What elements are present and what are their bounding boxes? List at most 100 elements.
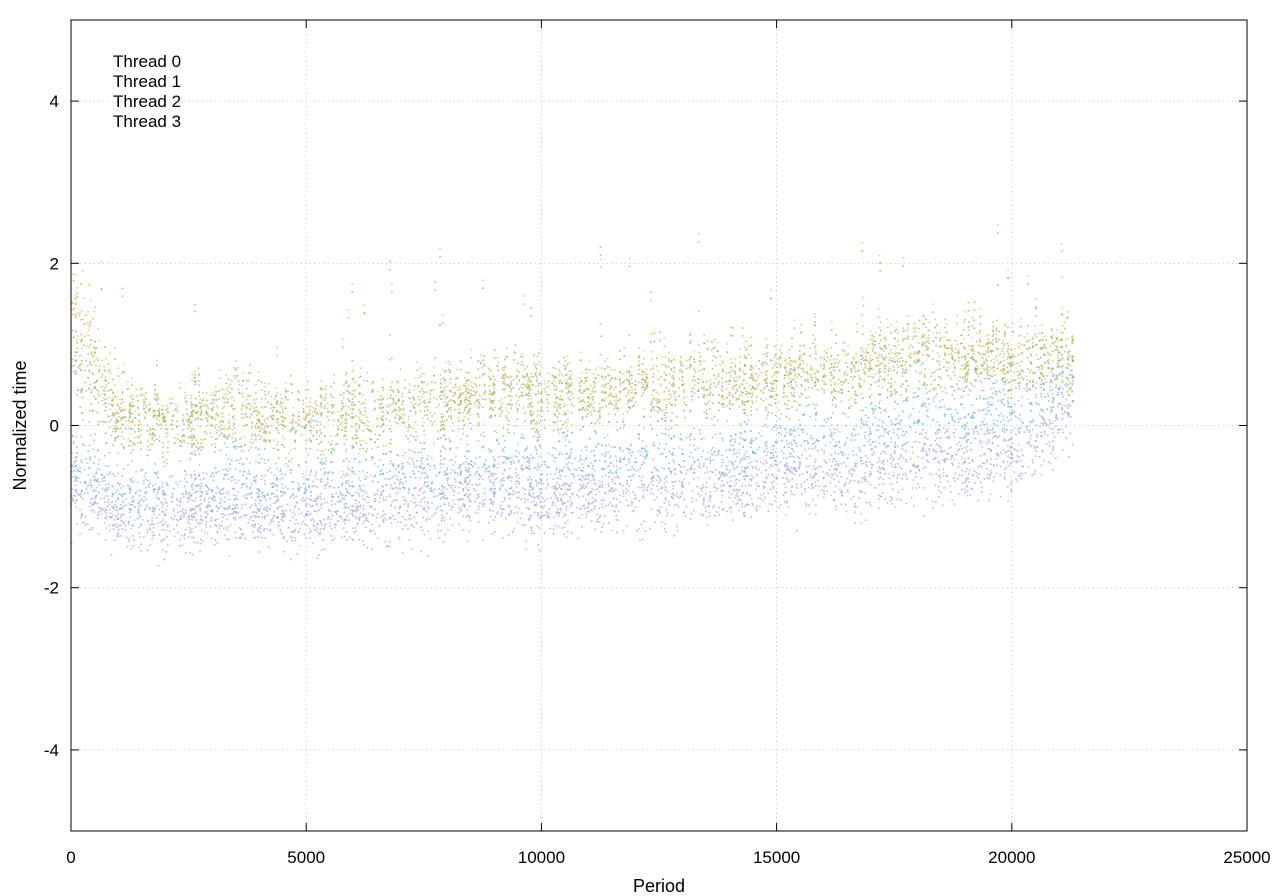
scatter-point: [191, 531, 193, 533]
scatter-point: [415, 511, 418, 514]
scatter-point: [884, 408, 886, 411]
scatter-point: [127, 523, 130, 525]
scatter-point: [738, 479, 741, 482]
scatter-point: [563, 482, 566, 485]
scatter-point: [264, 515, 266, 517]
scatter-point: [586, 445, 588, 448]
scatter-point: [455, 480, 457, 483]
scatter-point: [86, 485, 89, 488]
scatter-point: [468, 497, 470, 499]
scatter-point: [845, 424, 847, 427]
scatter-point: [744, 439, 747, 441]
scatter-point: [460, 508, 462, 511]
scatter-point: [690, 466, 692, 468]
scatter-point: [745, 504, 747, 506]
scatter-point: [227, 490, 229, 493]
scatter-point: [545, 487, 548, 489]
scatter-point: [968, 481, 970, 483]
scatter-point: [891, 423, 893, 425]
scatter-point: [769, 457, 771, 459]
scatter-point: [478, 456, 481, 458]
scatter-point: [508, 487, 511, 490]
scatter-point: [591, 467, 594, 470]
scatter-point: [759, 506, 761, 508]
scatter-point: [851, 432, 853, 435]
scatter-point: [277, 524, 280, 527]
scatter-point: [811, 484, 813, 486]
scatter-point: [240, 528, 242, 530]
scatter-point: [214, 499, 217, 501]
scatter-point: [296, 522, 299, 525]
scatter-point: [343, 535, 346, 538]
scatter-point: [1021, 472, 1024, 475]
scatter-point: [270, 519, 273, 521]
scatter-point: [582, 495, 584, 497]
scatter-point: [508, 506, 511, 508]
scatter-point: [915, 431, 917, 434]
scatter-point: [317, 497, 320, 499]
scatter-point: [877, 429, 879, 431]
scatter-point: [977, 477, 980, 479]
scatter-point: [992, 464, 995, 466]
scatter-point: [331, 471, 333, 474]
scatter-point: [538, 465, 540, 468]
scatter-point: [366, 447, 369, 450]
scatter-point: [693, 427, 695, 430]
scatter-point: [585, 498, 588, 501]
scatter-point: [630, 479, 633, 481]
scatter-point: [869, 430, 872, 432]
scatter-point: [440, 459, 443, 462]
scatter-point: [571, 532, 573, 534]
scatter-point: [227, 458, 230, 460]
scatter-point: [975, 398, 978, 400]
scatter-point: [117, 533, 119, 535]
scatter-point: [664, 488, 666, 491]
scatter-point: [275, 500, 278, 503]
scatter-point: [232, 508, 235, 511]
scatter-point: [937, 431, 939, 434]
scatter-point: [565, 536, 568, 539]
scatter-point: [874, 486, 877, 489]
scatter-point: [148, 507, 151, 509]
scatter-point: [261, 516, 264, 519]
scatter-point: [1040, 473, 1043, 476]
scatter-point: [526, 456, 529, 458]
scatter-point: [783, 446, 785, 449]
scatter-point: [319, 495, 321, 498]
scatter-point: [579, 455, 582, 457]
scatter-point: [1061, 393, 1064, 396]
scatter-point: [431, 515, 433, 517]
scatter-point: [871, 463, 873, 466]
scatter-point: [814, 445, 817, 447]
scatter-point: [679, 433, 682, 435]
scatter-point: [966, 485, 968, 487]
scatter-point: [765, 476, 768, 479]
scatter-point: [940, 447, 942, 449]
scatter-point: [143, 475, 146, 478]
scatter-point: [250, 492, 253, 495]
scatter-point: [338, 515, 341, 517]
scatter-point: [1015, 461, 1017, 463]
scatter-point: [689, 518, 692, 520]
scatter-point: [923, 515, 925, 518]
scatter-point: [308, 486, 310, 489]
scatter-point: [439, 471, 441, 473]
scatter-point: [140, 498, 142, 501]
scatter-point: [1031, 428, 1034, 431]
scatter-point: [207, 504, 210, 506]
scatter-point: [593, 450, 595, 452]
scatter-point: [77, 493, 79, 495]
scatter-point: [535, 449, 538, 452]
scatter-point: [1052, 406, 1054, 409]
scatter-point: [398, 536, 401, 539]
scatter-point: [652, 474, 655, 477]
scatter-point: [113, 507, 115, 510]
scatter-point: [547, 452, 550, 455]
scatter-point: [71, 488, 74, 491]
scatter-point: [236, 490, 239, 493]
scatter-point: [1029, 444, 1032, 447]
scatter-point: [231, 459, 233, 462]
scatter-point: [622, 484, 624, 487]
scatter-point: [615, 518, 618, 521]
scatter-point: [980, 428, 983, 431]
